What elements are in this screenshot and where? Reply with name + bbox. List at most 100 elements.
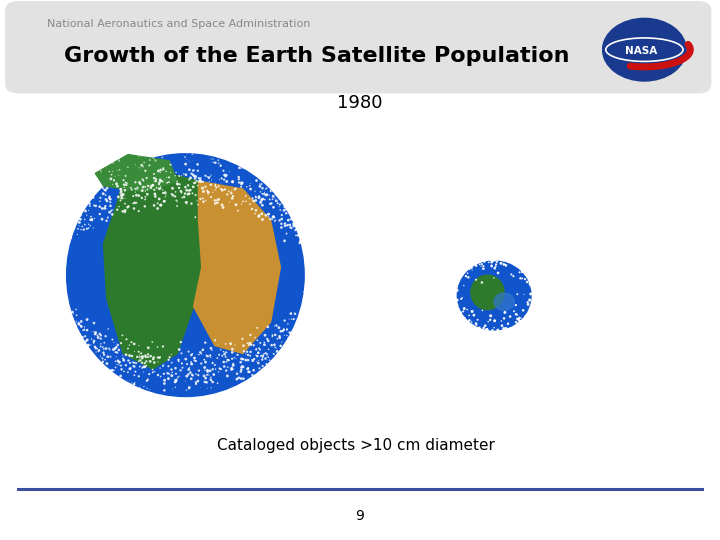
Point — [62, 168, 73, 177]
Point — [372, 315, 384, 323]
Point — [292, 330, 304, 339]
Point — [261, 191, 272, 199]
Point — [330, 286, 342, 294]
Point — [217, 166, 229, 175]
Point — [598, 306, 609, 315]
Point — [368, 267, 379, 276]
Point — [491, 258, 503, 266]
Point — [532, 298, 544, 307]
Point — [294, 201, 306, 210]
Point — [279, 221, 291, 230]
Point — [445, 282, 456, 291]
Point — [283, 161, 294, 170]
Point — [436, 266, 448, 275]
Point — [54, 295, 66, 304]
Point — [54, 310, 66, 319]
Point — [457, 260, 469, 269]
Point — [41, 262, 53, 271]
Point — [258, 352, 269, 361]
Point — [144, 386, 156, 394]
Point — [237, 157, 248, 165]
Point — [66, 230, 77, 238]
Point — [24, 264, 36, 273]
Point — [243, 340, 255, 349]
Point — [108, 366, 120, 375]
Point — [325, 276, 337, 285]
Point — [437, 290, 449, 299]
Point — [217, 347, 229, 356]
Point — [336, 237, 348, 245]
Point — [348, 322, 360, 331]
Point — [329, 219, 341, 227]
Point — [307, 313, 318, 321]
Point — [135, 349, 147, 357]
Point — [308, 307, 320, 316]
Point — [474, 248, 485, 257]
Point — [416, 247, 428, 256]
Point — [246, 355, 258, 363]
Point — [66, 194, 77, 203]
Point — [363, 281, 374, 290]
Point — [531, 276, 542, 285]
Point — [369, 298, 380, 306]
Point — [62, 220, 73, 229]
Point — [569, 261, 580, 269]
Point — [480, 240, 491, 249]
Point — [338, 264, 349, 273]
Point — [82, 176, 94, 185]
Point — [361, 310, 372, 319]
Point — [424, 255, 436, 264]
Point — [324, 314, 336, 323]
Point — [533, 290, 544, 299]
Point — [531, 278, 543, 286]
Point — [48, 238, 60, 247]
Point — [203, 370, 215, 379]
Point — [30, 238, 41, 247]
Point — [330, 305, 341, 314]
Point — [305, 335, 317, 343]
Point — [595, 266, 607, 274]
Point — [492, 237, 504, 246]
Point — [435, 269, 446, 278]
Point — [310, 206, 321, 215]
Point — [63, 238, 75, 246]
Point — [25, 300, 37, 308]
Point — [487, 330, 498, 339]
Point — [476, 250, 487, 259]
Point — [140, 187, 151, 195]
Point — [202, 190, 214, 199]
Point — [471, 321, 482, 329]
Point — [454, 325, 466, 334]
Point — [133, 396, 145, 404]
Point — [104, 167, 115, 176]
Point — [308, 268, 320, 276]
Point — [276, 390, 287, 399]
Point — [235, 358, 246, 367]
Point — [138, 137, 150, 146]
Point — [518, 321, 529, 330]
Point — [312, 249, 324, 258]
Point — [341, 277, 352, 286]
Point — [95, 340, 107, 348]
Point — [306, 301, 318, 309]
Point — [317, 265, 328, 273]
Point — [310, 303, 321, 312]
Point — [284, 222, 296, 231]
Point — [337, 336, 348, 345]
Point — [275, 342, 287, 350]
Point — [215, 365, 227, 374]
Point — [133, 341, 145, 350]
Point — [119, 393, 130, 402]
Point — [464, 316, 475, 325]
Point — [35, 312, 46, 320]
Point — [205, 180, 217, 189]
Point — [296, 367, 307, 375]
Point — [444, 350, 455, 359]
Point — [547, 353, 559, 361]
Point — [546, 219, 558, 227]
Point — [508, 367, 519, 375]
Point — [541, 268, 553, 276]
Point — [20, 305, 32, 313]
Point — [553, 234, 564, 243]
Point — [255, 187, 266, 196]
